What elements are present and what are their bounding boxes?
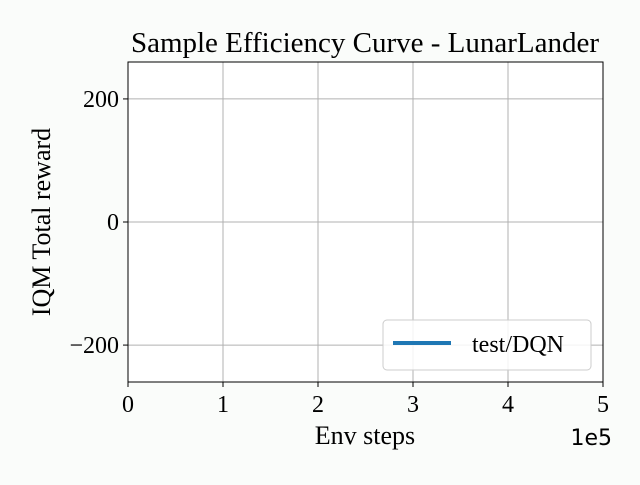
x-tick-label: 1: [217, 392, 229, 418]
y-tick-label: −200: [69, 333, 119, 359]
legend-label-test-dqn: test/DQN: [472, 332, 564, 358]
x-tick-label: 4: [502, 392, 514, 418]
x-tick-label: 0: [122, 392, 134, 418]
y-tick-label: 0: [107, 210, 119, 236]
legend: test/DQN: [382, 319, 592, 371]
x-tick-label: 5: [597, 392, 609, 418]
chart-title: Sample Efficiency Curve - LunarLander: [131, 27, 599, 59]
legend-box: [382, 319, 592, 371]
axis-ticks: 0 1 2 3 4 5 −200 0 200: [69, 87, 609, 418]
y-tick-label: 200: [83, 87, 119, 113]
x-axis-offset-text: 1e5: [570, 426, 612, 451]
y-axis-label: IQM Total reward: [27, 128, 56, 316]
x-tick-label: 3: [407, 392, 419, 418]
x-axis-label: Env steps: [315, 421, 415, 450]
x-tick-label: 2: [312, 392, 324, 418]
